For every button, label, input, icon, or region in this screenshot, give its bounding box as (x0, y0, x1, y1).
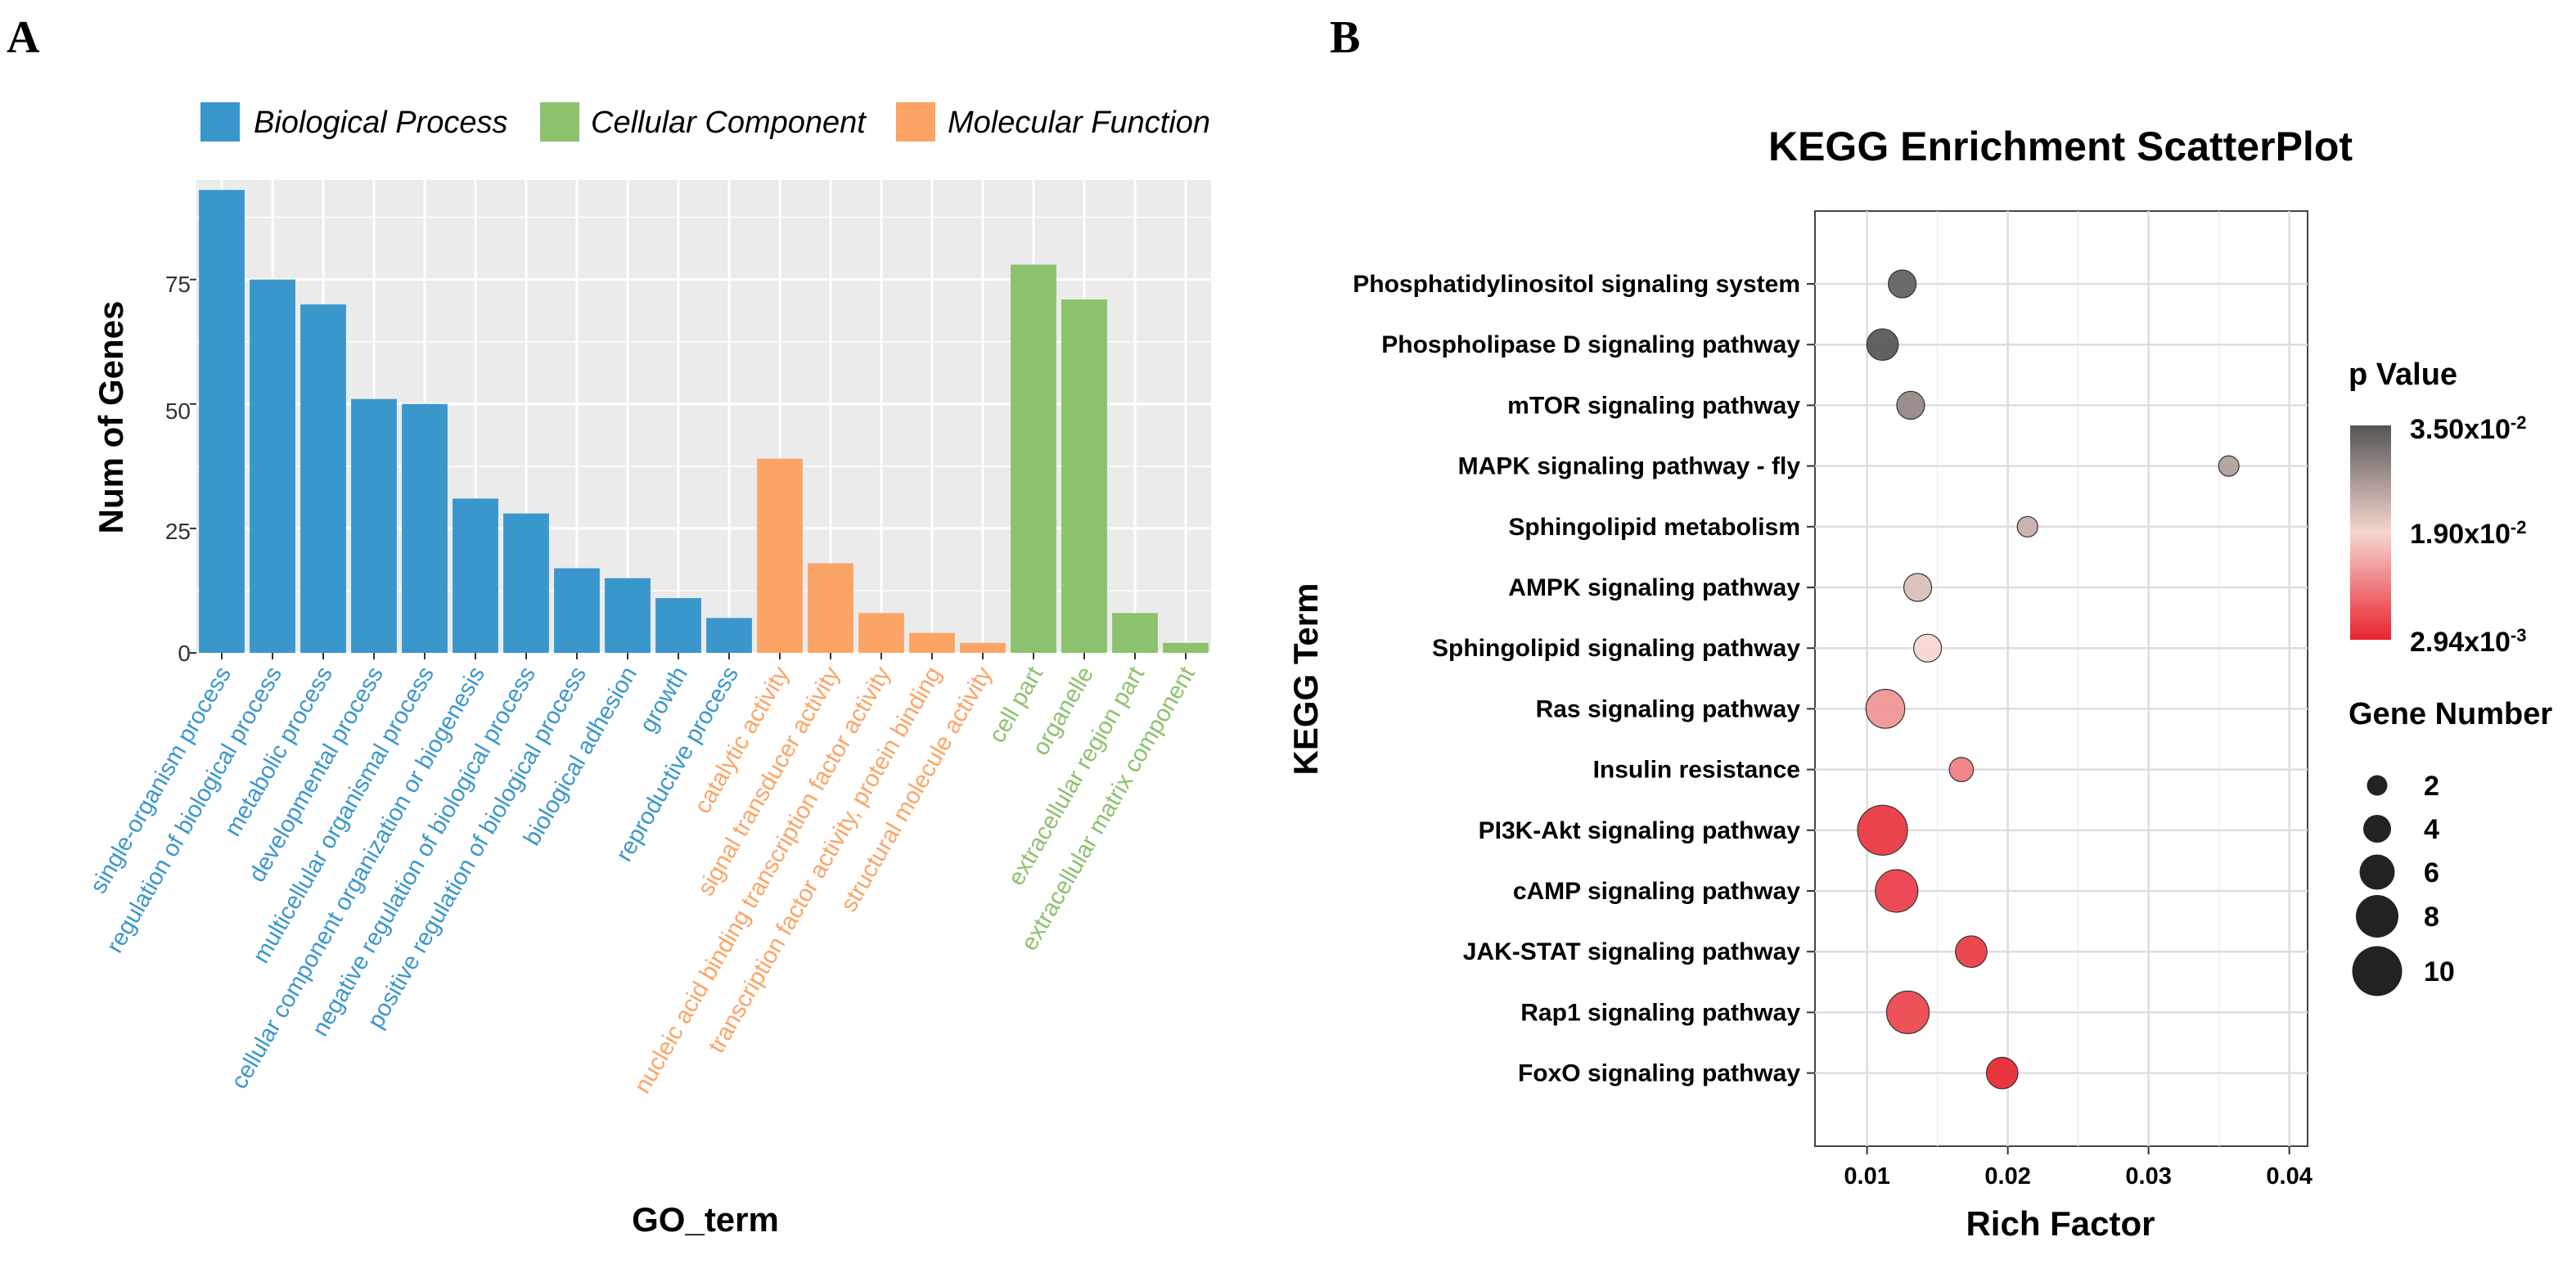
go-bar (1011, 264, 1056, 653)
kegg-term-labels: Phosphatidylinositol signaling system Pho… (1353, 271, 1815, 1087)
size-legend-label: 2 (2424, 771, 2439, 802)
kegg-term-label: Rap1 signaling pathway (1520, 999, 1800, 1026)
size-legend-title: Gene Number (2349, 697, 2552, 731)
kegg-x-axis: 0.01 0.02 0.03 0.04 (1844, 1146, 2313, 1190)
go-bar (554, 568, 600, 653)
kegg-term-label: cAMP signaling pathway (1513, 878, 1800, 905)
kegg-xtick-label: 0.01 (1844, 1163, 1889, 1190)
go-bar (453, 498, 498, 653)
size-legend-dot (2363, 815, 2391, 843)
kegg-scatter-chart: KEGG Enrichment ScatterPlot Phosphatidyl… (1286, 124, 2552, 1243)
go-bar (351, 398, 397, 653)
size-legend-dot (2367, 775, 2388, 796)
size-legend-dot (2356, 895, 2398, 938)
go-bar (655, 598, 701, 653)
kegg-y-axis-title: KEGG Term (1286, 583, 1325, 776)
go-bar-chart: Biological Process Cellular Component Mo… (85, 102, 1211, 1239)
kegg-term-label: mTOR signaling pathway (1507, 392, 1800, 419)
color-legend-bar (2350, 425, 2391, 640)
kegg-term-label: MAPK signaling pathway - fly (1458, 453, 1801, 480)
go-ytick-25: 25 (165, 519, 191, 544)
kegg-term-label: PI3K-Akt signaling pathway (1479, 817, 1801, 844)
kegg-point (1857, 804, 1908, 856)
kegg-title: KEGG Enrichment ScatterPlot (1768, 124, 2353, 169)
legend-label-cellular-component: Cellular Component (591, 106, 867, 140)
size-legend-label: 6 (2424, 857, 2439, 888)
kegg-x-axis-title: Rich Factor (1966, 1204, 2155, 1243)
kegg-point (1985, 1056, 2019, 1090)
kegg-point (1955, 935, 1988, 969)
kegg-term-label: Ras signaling pathway (1536, 695, 1801, 722)
kegg-term-label: FoxO signaling pathway (1518, 1060, 1800, 1087)
go-bar (1163, 642, 1209, 653)
kegg-point (1866, 328, 1899, 362)
kegg-point (2016, 515, 2038, 538)
kegg-points (1857, 269, 2240, 1090)
go-y-axis-title: Num of Genes (92, 301, 130, 534)
go-bar (300, 304, 346, 653)
go-bar (960, 642, 1006, 653)
go-bar (250, 279, 295, 653)
go-plot-background (196, 180, 1211, 653)
go-bar (1061, 299, 1107, 653)
go-bar (706, 618, 752, 653)
kegg-size-legend: Gene Number 2 4 6 8 10 (2349, 697, 2552, 996)
kegg-point (1888, 269, 1917, 299)
panel-letter-a: A (7, 12, 40, 63)
kegg-xtick-label: 0.04 (2266, 1163, 2312, 1190)
kegg-term-label: Insulin resistance (1593, 757, 1800, 784)
legend-label-biological-process: Biological Process (254, 106, 507, 140)
go-bars (199, 190, 1209, 653)
go-bar (503, 513, 549, 653)
go-y-axis: 0 25 50 75 (165, 272, 196, 666)
kegg-term-label: JAK-STAT signaling pathway (1463, 938, 1801, 965)
size-legend-dot (2359, 854, 2395, 890)
go-bar (858, 613, 904, 653)
size-legend-dot (2352, 946, 2403, 996)
panel-letter-b: B (1330, 12, 1360, 63)
go-bar (909, 632, 955, 653)
kegg-term-label: Phospholipase D signaling pathway (1381, 331, 1800, 358)
legend-swatch-cellular-component (540, 102, 579, 142)
size-legend-label: 8 (2424, 902, 2439, 933)
kegg-point (1903, 573, 1933, 602)
color-legend-low: 2.94x10-3 (2410, 625, 2526, 658)
go-legend: Biological Process Cellular Component Mo… (200, 102, 1210, 142)
go-ytick-0: 0 (178, 641, 191, 666)
kegg-point (1913, 633, 1943, 663)
legend-swatch-biological-process (200, 102, 240, 142)
go-bar (1112, 613, 1158, 653)
kegg-point (1885, 990, 1930, 1035)
color-legend-high: 3.50x10-2 (2410, 412, 2526, 445)
kegg-point (2218, 455, 2240, 477)
go-bar (808, 563, 853, 653)
go-bar (402, 403, 448, 653)
kegg-xtick-label: 0.02 (1984, 1163, 2030, 1190)
kegg-term-label: AMPK signaling pathway (1508, 574, 1800, 601)
go-bar (757, 458, 803, 653)
color-legend-title: p Value (2349, 358, 2457, 392)
go-bar (199, 190, 245, 653)
kegg-point (1865, 689, 1906, 729)
kegg-color-legend: p Value 3.50x10-2 1.90x10-2 2.94x10-3 (2349, 358, 2526, 658)
size-legend-label: 10 (2424, 956, 2455, 987)
kegg-point (1896, 390, 1925, 420)
kegg-term-label: Phosphatidylinositol signaling system (1353, 271, 1800, 298)
kegg-point (1875, 869, 1919, 913)
go-ytick-75: 75 (165, 272, 191, 297)
go-bar (605, 578, 651, 653)
go-x-axis-title: GO_term (632, 1200, 779, 1239)
kegg-term-label: Sphingolipid metabolism (1508, 514, 1800, 541)
kegg-point (1948, 757, 1975, 782)
legend-swatch-molecular-function (896, 102, 935, 142)
color-legend-mid: 1.90x10-2 (2410, 517, 2526, 550)
kegg-term-label: Sphingolipid signaling pathway (1432, 635, 1800, 662)
kegg-xtick-label: 0.03 (2125, 1163, 2171, 1190)
kegg-plot-panel (1814, 210, 2308, 1147)
legend-label-molecular-function: Molecular Function (948, 106, 1210, 140)
go-ytick-50: 50 (165, 398, 191, 424)
size-legend-label: 4 (2424, 814, 2439, 845)
